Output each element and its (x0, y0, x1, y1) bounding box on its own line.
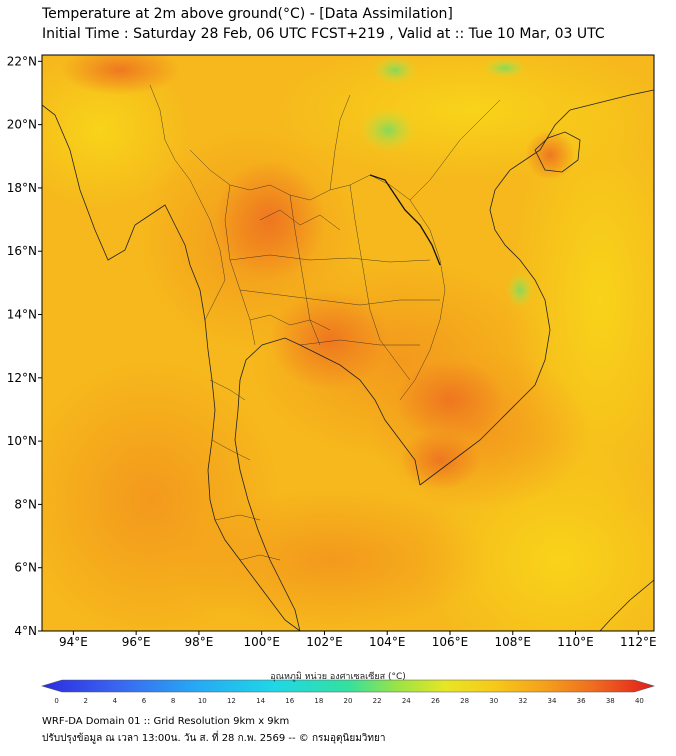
colorbar-tick-label: 28 (460, 697, 469, 705)
borders (149, 84, 501, 561)
colorbar-tick-label: 0 (54, 697, 58, 705)
lon-tick-label: 100°E (243, 635, 280, 649)
colorbar-tick-label: 30 (489, 697, 498, 705)
coastlines (42, 89, 654, 631)
colorbar-tick-label: 12 (227, 697, 236, 705)
colorbar-tick-label: 36 (577, 697, 586, 705)
lon-tick-label: 110°E (557, 635, 594, 649)
lat-tick-label: 6°N (14, 561, 37, 575)
lon-tick-label: 106°E (432, 635, 469, 649)
lat-tick-label: 10°N (7, 434, 37, 448)
colorbar-tick-label: 8 (171, 697, 175, 705)
lat-tick-label: 4°N (14, 624, 37, 638)
map-subtitle: Initial Time : Saturday 28 Feb, 06 UTC F… (42, 26, 605, 42)
colorbar-tick-label: 26 (431, 697, 440, 705)
colorbar-tick-label: 24 (402, 697, 411, 705)
colorbar-bar (40, 679, 656, 693)
footer-update-info: ปรับปรุงข้อมูล ณ เวลา 13:00น. วัน ส. ที่… (42, 733, 386, 744)
temperature-field (42, 55, 654, 631)
colorbar-tick-label: 6 (142, 697, 147, 705)
colorbar-tick-label: 2 (83, 697, 87, 705)
map-title: Temperature at 2m above ground(°C) - [Da… (42, 6, 453, 22)
colorbar-label: อุณหภูมิ หน่วย องศาเซลเซียส (°C) (270, 672, 406, 682)
lon-tick-label: 98°E (184, 635, 213, 649)
colorbar-tick-label: 38 (606, 697, 615, 705)
colorbar: 0 2 4 6 8 10 12 14 16 18 20 22 24 26 28 30 32 34 36 38 40 (40, 679, 656, 705)
lon-tick-label: 94°E (59, 635, 88, 649)
colorbar-tick-label: 22 (373, 697, 382, 705)
colorbar-tick-label: 10 (198, 697, 207, 705)
colorbar-tick-label: 18 (314, 697, 323, 705)
colorbar-tick-label: 14 (256, 697, 265, 705)
lat-tick-label: 20°N (7, 118, 37, 132)
lon-tick-label: 108°E (495, 635, 532, 649)
latitude-ticks: 22°N 20°N 18°N 16°N 14°N 12°N 10°N 8°N 6°N 4°N (7, 54, 42, 638)
lat-tick-label: 8°N (14, 497, 37, 511)
colorbar-ticks: 0 2 4 6 8 10 12 14 16 18 20 22 24 26 28 30 32 34 36 38 40 (54, 697, 644, 705)
colorbar-tick-label: 16 (285, 697, 294, 705)
colorbar-tick-label: 32 (518, 697, 527, 705)
footer-model-info: WRF-DA Domain 01 :: Grid Resolution 9km … (42, 716, 290, 727)
colorbar-tick-label: 20 (344, 697, 353, 705)
lon-tick-label: 96°E (122, 635, 151, 649)
lat-tick-label: 12°N (7, 371, 37, 385)
lon-tick-label: 102°E (306, 635, 343, 649)
lat-tick-label: 22°N (7, 54, 37, 68)
colorbar-tick-label: 4 (113, 697, 118, 705)
map-frame (41, 54, 655, 632)
colorbar-tick-label: 40 (635, 697, 644, 705)
longitude-ticks: 94°E 96°E 98°E 100°E 102°E 104°E 106°E 108°E 110… (59, 631, 657, 649)
lat-tick-label: 14°N (7, 308, 37, 322)
colorbar-tick-label: 34 (548, 697, 557, 705)
lat-tick-label: 16°N (7, 244, 37, 258)
lat-tick-label: 18°N (7, 181, 37, 195)
lon-tick-label: 104°E (369, 635, 406, 649)
lon-tick-label: 112°E (620, 635, 657, 649)
